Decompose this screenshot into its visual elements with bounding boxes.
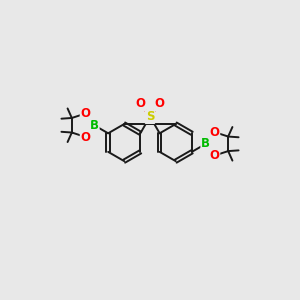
Text: O: O <box>81 130 91 143</box>
Text: O: O <box>209 149 219 162</box>
Text: S: S <box>146 110 154 123</box>
Text: O: O <box>154 97 164 110</box>
Text: B: B <box>90 119 99 132</box>
Text: O: O <box>209 125 219 139</box>
Text: O: O <box>136 97 146 110</box>
Text: B: B <box>201 137 210 150</box>
Text: O: O <box>81 107 91 120</box>
